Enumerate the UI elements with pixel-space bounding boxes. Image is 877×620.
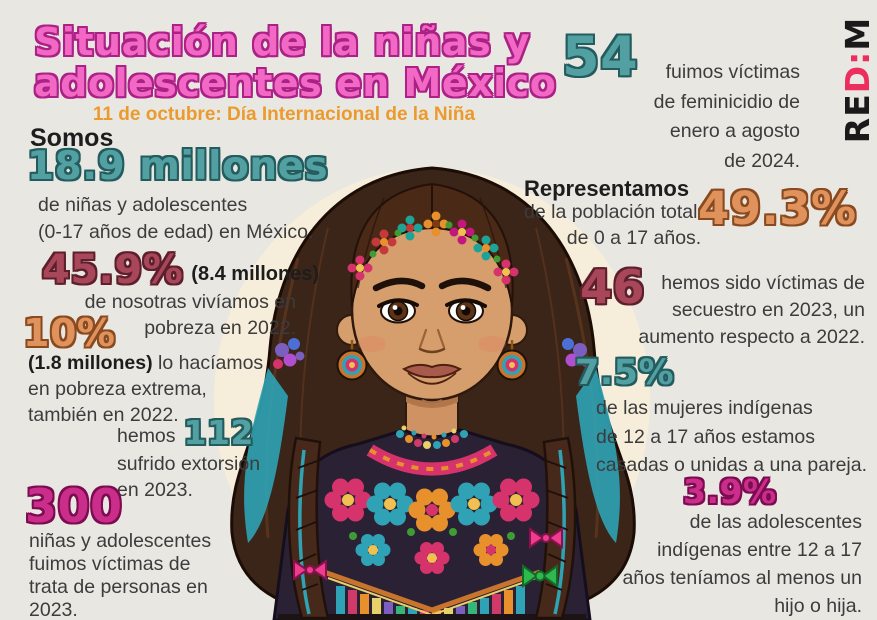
extortion-number: 112 (183, 413, 254, 452)
poverty-bold: (8.4 millones) (191, 263, 320, 285)
bead-necklace (396, 425, 468, 449)
poverty-text: de nosotras vivíamos en pobreza en 2022. (84, 291, 296, 339)
kidnapping-number: 46 (580, 260, 646, 314)
logo-part-re: RE (838, 93, 877, 144)
population-number: 18.9 millones (27, 144, 329, 189)
extreme-poverty-number: 10% (23, 311, 116, 355)
bow-pink-left (293, 559, 327, 581)
title-line-2: adolescentes en México (34, 61, 557, 105)
population-text: de niñas y adolescentes (0-17 años de ed… (38, 194, 314, 243)
earring-right (496, 340, 528, 381)
flower-crown (347, 211, 519, 285)
share-number: 49.3% (698, 182, 857, 235)
embroidered-blouse (272, 428, 592, 620)
redim-logo: RED:M (838, 14, 877, 146)
left-eye (377, 298, 419, 324)
share-lead: Representamos (524, 176, 690, 201)
extreme-poverty-text: (1.8 millones) lo hacíamos en pobreza ex… (28, 352, 264, 426)
logo-part-di: D: (838, 50, 877, 94)
hair-flower-cluster-right (562, 338, 591, 367)
teen-mothers-number: 3.9% (683, 472, 777, 511)
hair-flower-cluster (273, 338, 305, 369)
subtitle: 11 de octubre: Día Internacional de la N… (92, 104, 476, 125)
teal-streak-right (576, 368, 620, 543)
teal-streak-left (244, 368, 288, 543)
earring-left (336, 340, 368, 381)
child-marriage-text: de las mujeres indígenas de 12 a 17 años… (596, 397, 868, 476)
population-lead: Somos (30, 124, 114, 152)
extortion-stat: hemos 112 sufrido extorsión en 2023. (117, 413, 261, 501)
extortion-pre: hemos (117, 425, 176, 447)
poverty-stat: 45.9% (8.4 millones) (42, 250, 319, 290)
right-eye (445, 298, 487, 324)
trafficking-number: 300 (25, 479, 123, 533)
bow-pink-right (529, 527, 563, 549)
share-line1: de la población total (524, 201, 698, 223)
logo-part-m: M (838, 16, 877, 51)
bow-green-right (522, 564, 558, 588)
title-line-1: Situación de la niñas y (34, 20, 531, 64)
share-line2: de 0 a 17 años. (566, 227, 702, 249)
kidnapping-text: hemos sido víctimas de secuestro en 2023… (638, 272, 865, 348)
girl-illustration (214, 166, 650, 620)
page-title: Situación de la niñas y adolescentes en … (34, 22, 574, 104)
child-marriage-number: 7.5% (575, 353, 675, 393)
femicide-text: fuimos víctimas de feminicidio de enero … (653, 61, 800, 172)
trafficking-text: niñas y adolescentes fuimos víctimas de … (29, 530, 212, 620)
lips (401, 363, 463, 385)
femicide-number: 54 (562, 25, 639, 88)
teen-mothers-text: de las adolescentes indígenas entre 12 a… (622, 511, 862, 617)
poverty-number: 45.9% (42, 247, 184, 293)
